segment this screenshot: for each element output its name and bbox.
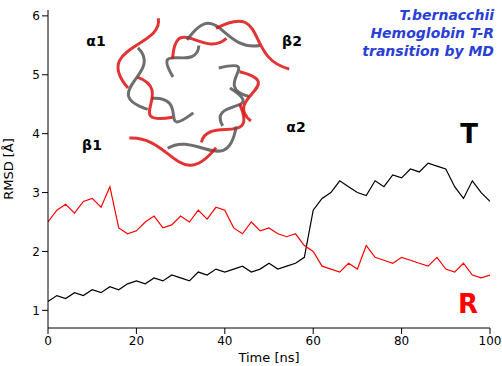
svg-text:T: T: [460, 119, 478, 149]
svg-text:Hemoglobin T-R: Hemoglobin T-R: [370, 25, 494, 41]
svg-text:α2: α2: [286, 119, 305, 135]
svg-text:20: 20: [129, 334, 144, 348]
svg-text:α1: α1: [86, 33, 105, 49]
svg-text:2: 2: [32, 245, 40, 259]
svg-text:5: 5: [32, 68, 40, 82]
svg-text:40: 40: [217, 334, 232, 348]
svg-text:60: 60: [306, 334, 321, 348]
svg-text:4: 4: [32, 127, 40, 141]
svg-text:3: 3: [32, 186, 40, 200]
svg-text:6: 6: [32, 9, 40, 23]
svg-text:β1: β1: [82, 137, 102, 153]
svg-text:transition by MD: transition by MD: [362, 43, 494, 59]
svg-text:100: 100: [479, 334, 502, 348]
svg-text:β2: β2: [282, 33, 302, 49]
svg-text:R: R: [458, 289, 478, 319]
svg-text:T.bernacchii: T.bernacchii: [400, 7, 495, 23]
svg-text:80: 80: [394, 334, 409, 348]
svg-text:RMSD [Å]: RMSD [Å]: [1, 138, 16, 200]
svg-text:0: 0: [44, 334, 52, 348]
svg-text:1: 1: [32, 304, 40, 318]
svg-text:Time [ns]: Time [ns]: [237, 350, 299, 365]
